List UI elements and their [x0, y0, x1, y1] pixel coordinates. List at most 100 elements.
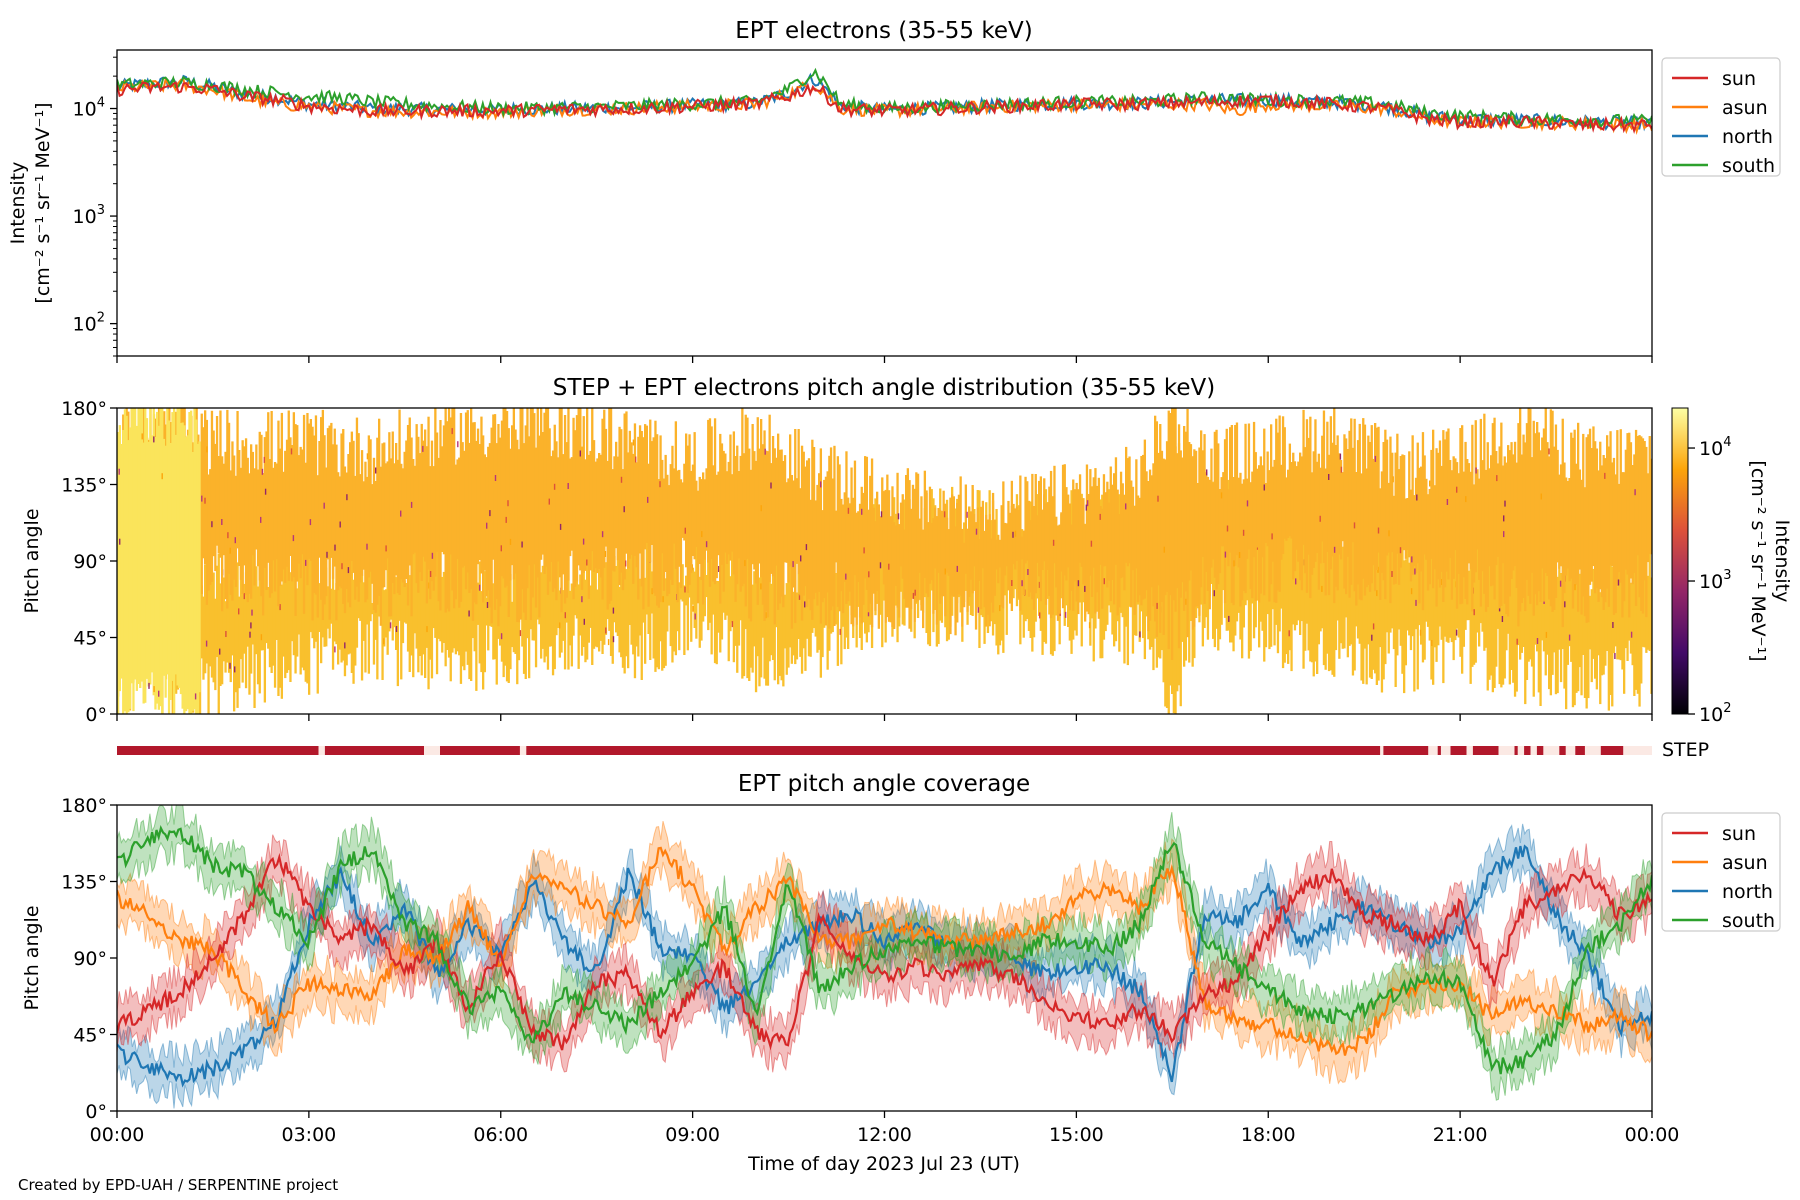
heatmap-cell — [282, 546, 285, 657]
heatmap-cell — [1322, 410, 1326, 563]
heatmap-cell — [1155, 421, 1159, 637]
heatmap-cell — [526, 408, 529, 589]
heatmap-cell — [219, 583, 222, 686]
heatmap-cell — [1428, 489, 1431, 585]
heatmap-cell — [1501, 616, 1504, 622]
heatmap-cell — [435, 432, 439, 553]
heatmap-cell — [461, 527, 464, 667]
heatmap-cell — [997, 540, 1000, 655]
heatmap-cell — [847, 507, 850, 514]
heatmap-cell — [533, 531, 536, 641]
heatmap-cell — [673, 526, 676, 652]
heatmap-cell — [543, 539, 546, 663]
heatmap-cell — [287, 546, 290, 671]
heatmap-cell — [1367, 538, 1370, 645]
heatmap-cell — [881, 477, 884, 563]
heatmap-cell — [1478, 478, 1481, 580]
heatmap-cell — [449, 417, 452, 555]
heatmap-cell — [1374, 455, 1377, 462]
heatmap-cell — [1333, 408, 1336, 604]
heatmap-cell — [509, 448, 512, 581]
heatmap-cell — [635, 462, 638, 568]
heatmap-cell — [215, 565, 219, 658]
heatmap-cell — [937, 508, 940, 573]
heatmap-cell — [683, 463, 686, 541]
heatmap-cell — [1314, 492, 1317, 662]
heatmap-cell — [1239, 472, 1242, 607]
heatmap-cell — [1270, 424, 1273, 585]
heatmap-cell — [1616, 586, 1619, 660]
step-segment — [1575, 746, 1585, 755]
series-line-sun — [117, 852, 1652, 1051]
heatmap-cell — [246, 565, 249, 647]
heatmap-cell — [841, 504, 845, 614]
heatmap-cell — [1046, 502, 1049, 570]
heatmap-cell — [147, 441, 150, 687]
heatmap-cell — [611, 469, 614, 571]
heatmap-cell — [289, 437, 292, 556]
series-line-north — [117, 844, 1652, 1088]
heatmap-cell — [1206, 469, 1208, 476]
heatmap-cell — [1368, 442, 1372, 592]
heatmap-cell — [350, 558, 354, 673]
heatmap-cell — [1505, 462, 1508, 615]
heatmap-cell — [765, 554, 768, 686]
heatmap-cell — [874, 521, 877, 611]
heatmap-cell — [707, 527, 710, 631]
heatmap-cell — [584, 579, 587, 663]
heatmap-cell — [977, 606, 980, 613]
heatmap-cell — [1476, 469, 1479, 550]
heatmap-cell — [1604, 472, 1606, 479]
heatmap-cell — [1640, 436, 1643, 611]
heatmap-cell — [906, 468, 910, 608]
heatmap-cell — [700, 479, 703, 580]
heatmap-cell — [487, 446, 490, 591]
heatmap-cell — [1319, 467, 1322, 564]
heatmap-cell — [250, 622, 252, 629]
heatmap-cell — [521, 408, 524, 590]
heatmap-cell — [840, 498, 843, 592]
heatmap-cell — [1295, 502, 1298, 626]
heatmap-cell — [1053, 465, 1056, 564]
heatmap-cell — [1350, 418, 1353, 585]
heatmap-cell — [603, 409, 606, 568]
heatmap-cell — [432, 569, 435, 629]
heatmap-cell — [829, 447, 833, 611]
heatmap-cell — [1263, 532, 1266, 662]
heatmap-cell — [1539, 450, 1542, 602]
heatmap-cell — [362, 481, 365, 570]
heatmap-cell — [1288, 502, 1292, 651]
heatmap-cell — [1546, 442, 1549, 576]
heatmap-cell — [1285, 477, 1288, 541]
heatmap-cell — [760, 505, 762, 512]
ytick-label: 103 — [73, 203, 105, 228]
heatmap-cell — [1377, 535, 1380, 681]
heatmap-cell — [1154, 415, 1157, 622]
heatmap-cell — [277, 551, 280, 696]
heatmap-cell — [644, 577, 647, 664]
heatmap-cell — [250, 444, 253, 599]
heatmap-cell — [1044, 503, 1048, 605]
heatmap-cell — [845, 573, 847, 580]
heatmap-cell — [1507, 445, 1510, 617]
heatmap-cell — [1571, 437, 1575, 609]
heatmap-cell — [915, 472, 918, 603]
heatmap-cell — [1496, 475, 1498, 482]
heatmap-cell — [478, 584, 481, 591]
heatmap-cell — [1218, 489, 1222, 574]
heatmap-cell — [1611, 566, 1614, 707]
heatmap-cell — [586, 559, 588, 566]
heatmap-cell — [1614, 653, 1616, 659]
heatmap-cell — [1314, 419, 1317, 562]
heatmap-cell — [1559, 573, 1563, 683]
heatmap-cell — [843, 492, 846, 582]
heatmap-cell — [1568, 634, 1571, 641]
heatmap-cell — [1212, 483, 1215, 560]
heatmap-cell — [742, 558, 746, 677]
heatmap-cell — [1104, 492, 1107, 567]
heatmap-cell — [1228, 615, 1230, 622]
heatmap-cell — [546, 529, 550, 670]
heatmap-cell — [729, 576, 732, 632]
heatmap-cell — [1026, 481, 1029, 561]
heatmap-cell — [236, 562, 239, 708]
